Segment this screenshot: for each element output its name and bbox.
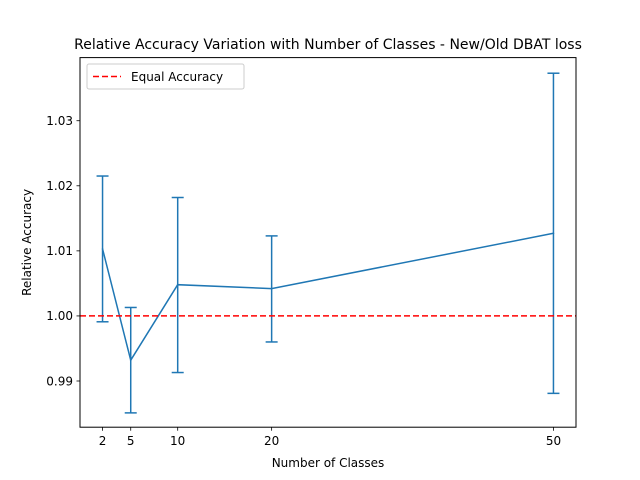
legend-label: Equal Accuracy <box>131 70 223 84</box>
legend: Equal Accuracy <box>86 63 245 90</box>
data-point <box>129 359 132 361</box>
x-axis-label: Number of Classes <box>272 456 385 470</box>
chart-title: Relative Accuracy Variation with Number … <box>74 37 582 53</box>
plot-area <box>80 72 576 414</box>
y-tick-label: 0.99 <box>46 374 73 388</box>
y-tick-label: 1.03 <box>46 114 73 128</box>
y-axis-label: Relative Accuracy <box>20 189 34 296</box>
axes-frame <box>79 57 577 428</box>
y-tick-label: 1.02 <box>46 179 73 193</box>
legend-box <box>86 63 245 90</box>
data-point <box>270 287 273 290</box>
data-point <box>176 283 179 286</box>
y-tick-label: 1.00 <box>46 309 73 323</box>
x-tick-label: 50 <box>546 434 561 448</box>
y-tick-label: 1.01 <box>46 244 73 258</box>
x-tick-label: 5 <box>127 434 135 448</box>
x-tick-label: 10 <box>170 434 185 448</box>
x-tick-label: 20 <box>264 434 279 448</box>
data-point <box>552 232 555 235</box>
x-tick-label: 2 <box>99 434 107 448</box>
data-point <box>101 248 104 250</box>
